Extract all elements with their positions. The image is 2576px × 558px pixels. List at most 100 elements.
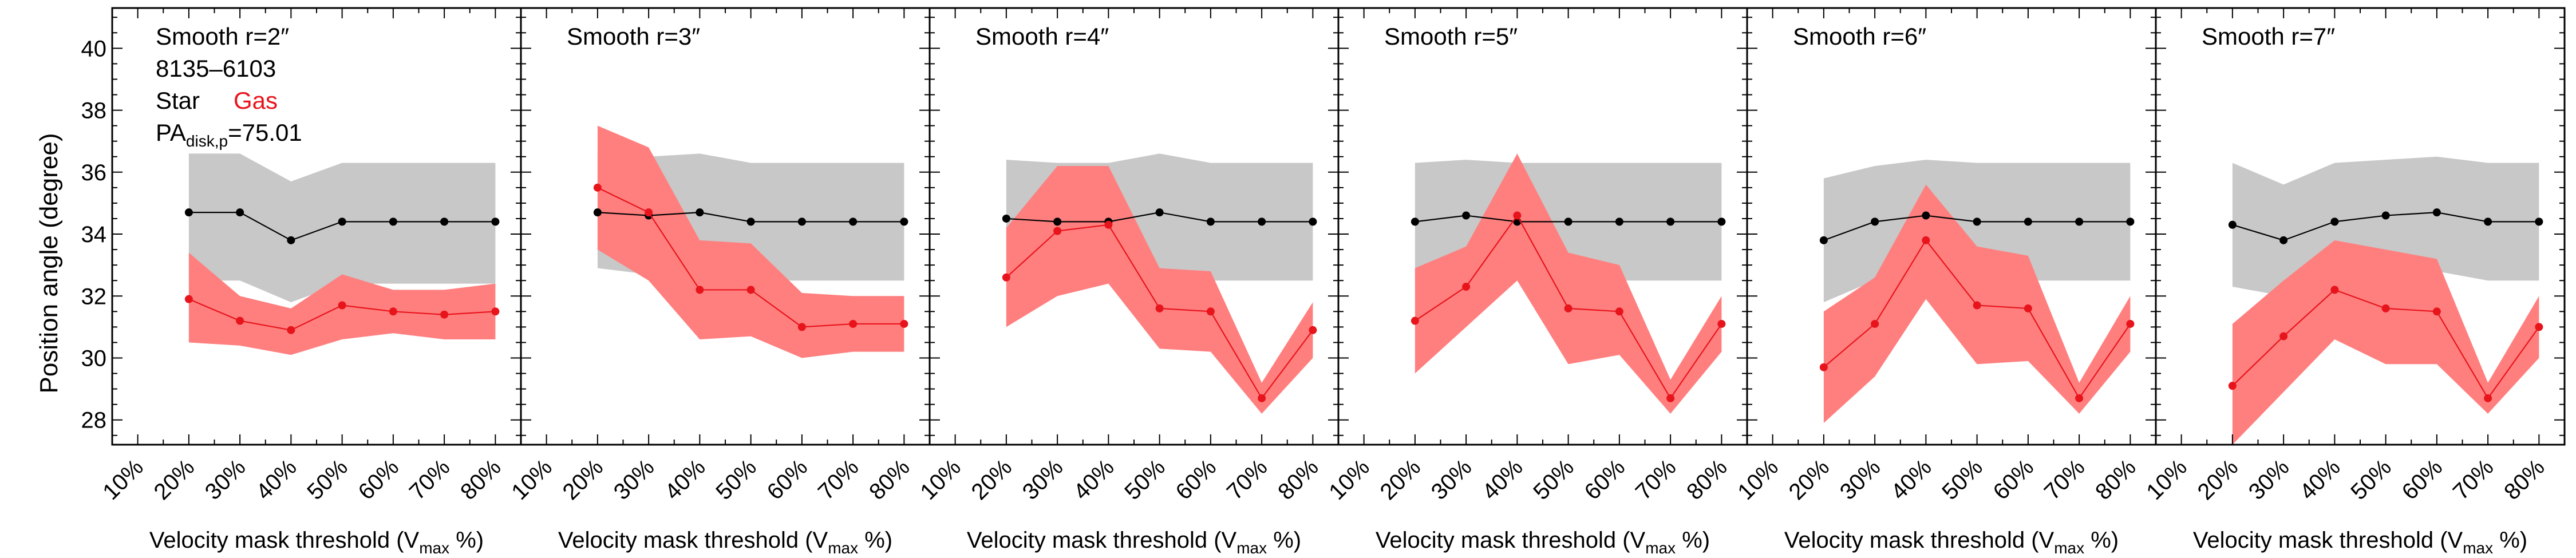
star-point xyxy=(2381,211,2390,220)
y-tick-label: 32 xyxy=(81,284,107,309)
panel-title: Smooth r=4″ xyxy=(975,23,1109,50)
gas-point xyxy=(1819,363,1828,371)
x-tick-label: 10% xyxy=(98,454,148,505)
x-tick-label: 50% xyxy=(2346,454,2396,505)
x-axis-label: Velocity mask threshold (Vmax %) xyxy=(1376,528,1710,557)
gas-point xyxy=(593,183,602,192)
x-tick-label: 30% xyxy=(1018,454,1068,505)
panel-3: 10% 20% 30% 40% 50% 60% 70% 80% Smooth r=4″ Veloc… xyxy=(915,7,1340,557)
panel-title: Smooth r=5″ xyxy=(1384,23,1518,50)
gas-point xyxy=(1309,326,1317,334)
gas-point xyxy=(2432,307,2441,316)
gas-point xyxy=(338,301,346,310)
star-point xyxy=(593,208,602,217)
x-axis-label: Velocity mask threshold (Vmax %) xyxy=(1784,528,2119,557)
panel-title: Smooth r=2″ xyxy=(156,23,289,50)
star-point xyxy=(2126,217,2135,226)
gas-point xyxy=(440,310,449,319)
star-point xyxy=(236,208,244,217)
x-tick-label: 30% xyxy=(2244,454,2294,505)
x-tick-label: 70% xyxy=(1222,454,1273,505)
gas-point xyxy=(1973,301,1981,310)
x-tick-label: 50% xyxy=(1120,454,1170,505)
gas-point xyxy=(2279,332,2288,341)
x-tick-label: 40% xyxy=(660,454,710,505)
x-tick-label: 10% xyxy=(915,454,966,505)
pa-disk-label: PAdisk,p=75.01 xyxy=(156,119,302,150)
x-tick-label: 60% xyxy=(2397,454,2448,505)
x-axis-label: Velocity mask threshold (Vmax %) xyxy=(967,528,1301,557)
y-tick-label: 30 xyxy=(81,346,107,371)
x-tick-label: 80% xyxy=(2091,454,2141,505)
x-tick-label: 40% xyxy=(1477,454,1528,505)
y-tick-label: 36 xyxy=(81,160,107,185)
gas-point xyxy=(1053,227,1062,235)
gas-point xyxy=(1666,394,1675,402)
gas-point xyxy=(1155,304,1164,312)
x-tick-label: 60% xyxy=(1580,454,1630,505)
star-point xyxy=(1819,236,1828,244)
star-point xyxy=(1206,217,1215,226)
gas-point xyxy=(2228,382,2237,390)
star-point xyxy=(184,208,193,217)
x-tick-label: 80% xyxy=(1682,454,1732,505)
x-tick-label: 50% xyxy=(1937,454,1988,505)
x-tick-label: 10% xyxy=(507,454,557,505)
panel-title: Smooth r=3″ xyxy=(567,23,700,50)
gas-point xyxy=(1206,307,1215,316)
gas-point xyxy=(1411,316,1419,325)
x-tick-label: 60% xyxy=(354,454,404,505)
gas-point xyxy=(900,319,908,328)
gas-point xyxy=(2330,286,2339,294)
star-point xyxy=(2330,217,2339,226)
x-tick-label: 30% xyxy=(1427,454,1477,505)
x-tick-label: 70% xyxy=(405,454,455,505)
x-tick-label: 70% xyxy=(2448,454,2499,505)
x-tick-label: 20% xyxy=(967,454,1017,505)
gas-point xyxy=(1564,304,1573,312)
x-tick-label: 30% xyxy=(609,454,659,505)
gas-point xyxy=(797,323,806,331)
x-tick-label: 30% xyxy=(200,454,251,505)
x-tick-label: 40% xyxy=(1069,454,1119,505)
y-tick-label: 34 xyxy=(81,222,107,247)
star-point xyxy=(440,217,449,226)
x-tick-label: 10% xyxy=(1324,454,1374,505)
star-point xyxy=(1564,217,1573,226)
x-tick-label: 20% xyxy=(558,454,609,505)
x-tick-label: 20% xyxy=(1376,454,1426,505)
x-axis-label: Velocity mask threshold (Vmax %) xyxy=(558,528,892,557)
gas-point xyxy=(1615,307,1623,316)
gas-point xyxy=(1922,236,1930,244)
gas-point xyxy=(389,307,397,316)
gas-point xyxy=(2126,319,2135,328)
x-tick-label: 20% xyxy=(149,454,200,505)
galaxy-id-label: 8135–6103 xyxy=(156,55,276,82)
x-axis-label: Velocity mask threshold (Vmax %) xyxy=(2193,528,2527,557)
x-tick-label: 30% xyxy=(1835,454,1886,505)
star-point xyxy=(1411,217,1419,226)
star-point xyxy=(900,217,908,226)
star-point xyxy=(1615,217,1623,226)
star-band-1 xyxy=(188,153,496,303)
gas-point xyxy=(696,286,704,294)
gas-point xyxy=(1258,394,1266,402)
legend-gas-label: Gas xyxy=(234,87,278,114)
star-point xyxy=(1666,217,1675,226)
star-point xyxy=(746,217,755,226)
panel-1: 10% 20% 30% 40% 50% 60% 70% 80% 28 30 32 34 36 38 40 Sm… xyxy=(81,7,522,557)
gas-point xyxy=(1462,283,1471,291)
gas-point xyxy=(2484,394,2492,402)
gas-point xyxy=(2535,323,2543,331)
star-point xyxy=(1155,208,1164,217)
star-point xyxy=(338,217,346,226)
gas-point xyxy=(184,295,193,303)
star-point xyxy=(2484,217,2492,226)
x-tick-label: 10% xyxy=(2142,454,2192,505)
star-point xyxy=(1717,217,1726,226)
star-point xyxy=(1871,217,1879,226)
x-tick-label: 40% xyxy=(251,454,302,505)
star-point xyxy=(1002,214,1010,223)
panel-4: 10% 20% 30% 40% 50% 60% 70% 80% Smooth r=5″ Veloc… xyxy=(1324,7,1748,557)
gas-point xyxy=(1871,319,1879,328)
